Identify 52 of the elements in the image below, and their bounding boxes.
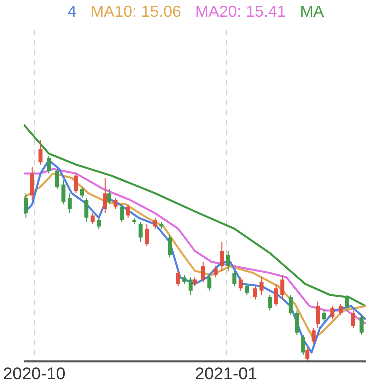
candlestick xyxy=(295,310,300,336)
candlestick xyxy=(208,274,212,292)
candlestick xyxy=(338,304,343,316)
candlestick xyxy=(138,222,143,243)
x-tick-label: 2021-01 xyxy=(195,364,258,384)
text: MA xyxy=(300,4,324,22)
candlestick xyxy=(201,262,206,283)
candlestick xyxy=(306,346,310,362)
candlestick xyxy=(330,306,335,320)
text: 4 xyxy=(68,4,77,22)
candlestick xyxy=(47,156,52,174)
candlestick xyxy=(168,235,172,258)
candlestick xyxy=(268,294,272,312)
candlestick xyxy=(245,284,250,296)
candlestick xyxy=(114,198,118,210)
candlestick xyxy=(176,270,180,287)
candlestick xyxy=(232,270,237,287)
candlestick xyxy=(30,166,34,201)
candlestick xyxy=(220,242,224,272)
text: MA20: 15.41 xyxy=(195,4,286,22)
candlestick xyxy=(38,140,43,166)
candlestick xyxy=(288,294,293,316)
candlestick xyxy=(254,286,258,300)
candlestick xyxy=(316,301,320,329)
candlestick xyxy=(214,266,218,278)
candlestick xyxy=(280,274,285,300)
candlestick xyxy=(274,284,278,307)
candlestick xyxy=(238,277,243,292)
candlestick xyxy=(126,204,130,218)
x-tick-label: 2020-10 xyxy=(3,364,66,384)
candlestick xyxy=(55,168,60,190)
candlestick xyxy=(108,188,112,206)
candlestick xyxy=(322,310,326,322)
candlestick xyxy=(97,217,102,230)
candlestick xyxy=(312,328,316,344)
text: MA10: 15.06 xyxy=(90,4,182,22)
candlestick xyxy=(68,193,72,214)
candlestick xyxy=(120,204,124,223)
candlestick xyxy=(351,310,356,329)
candlestick xyxy=(62,180,66,206)
candlestick xyxy=(103,178,108,214)
candlestick xyxy=(226,250,230,272)
candlestick xyxy=(84,198,89,223)
candlestick xyxy=(260,277,264,296)
candlestick xyxy=(90,212,95,226)
candlestick xyxy=(360,314,364,336)
candlestick xyxy=(74,173,78,194)
candlestick xyxy=(153,217,158,230)
candlestick xyxy=(301,334,306,356)
candlestick xyxy=(188,277,193,296)
candlestick xyxy=(80,186,84,199)
candlestick xyxy=(145,224,150,248)
